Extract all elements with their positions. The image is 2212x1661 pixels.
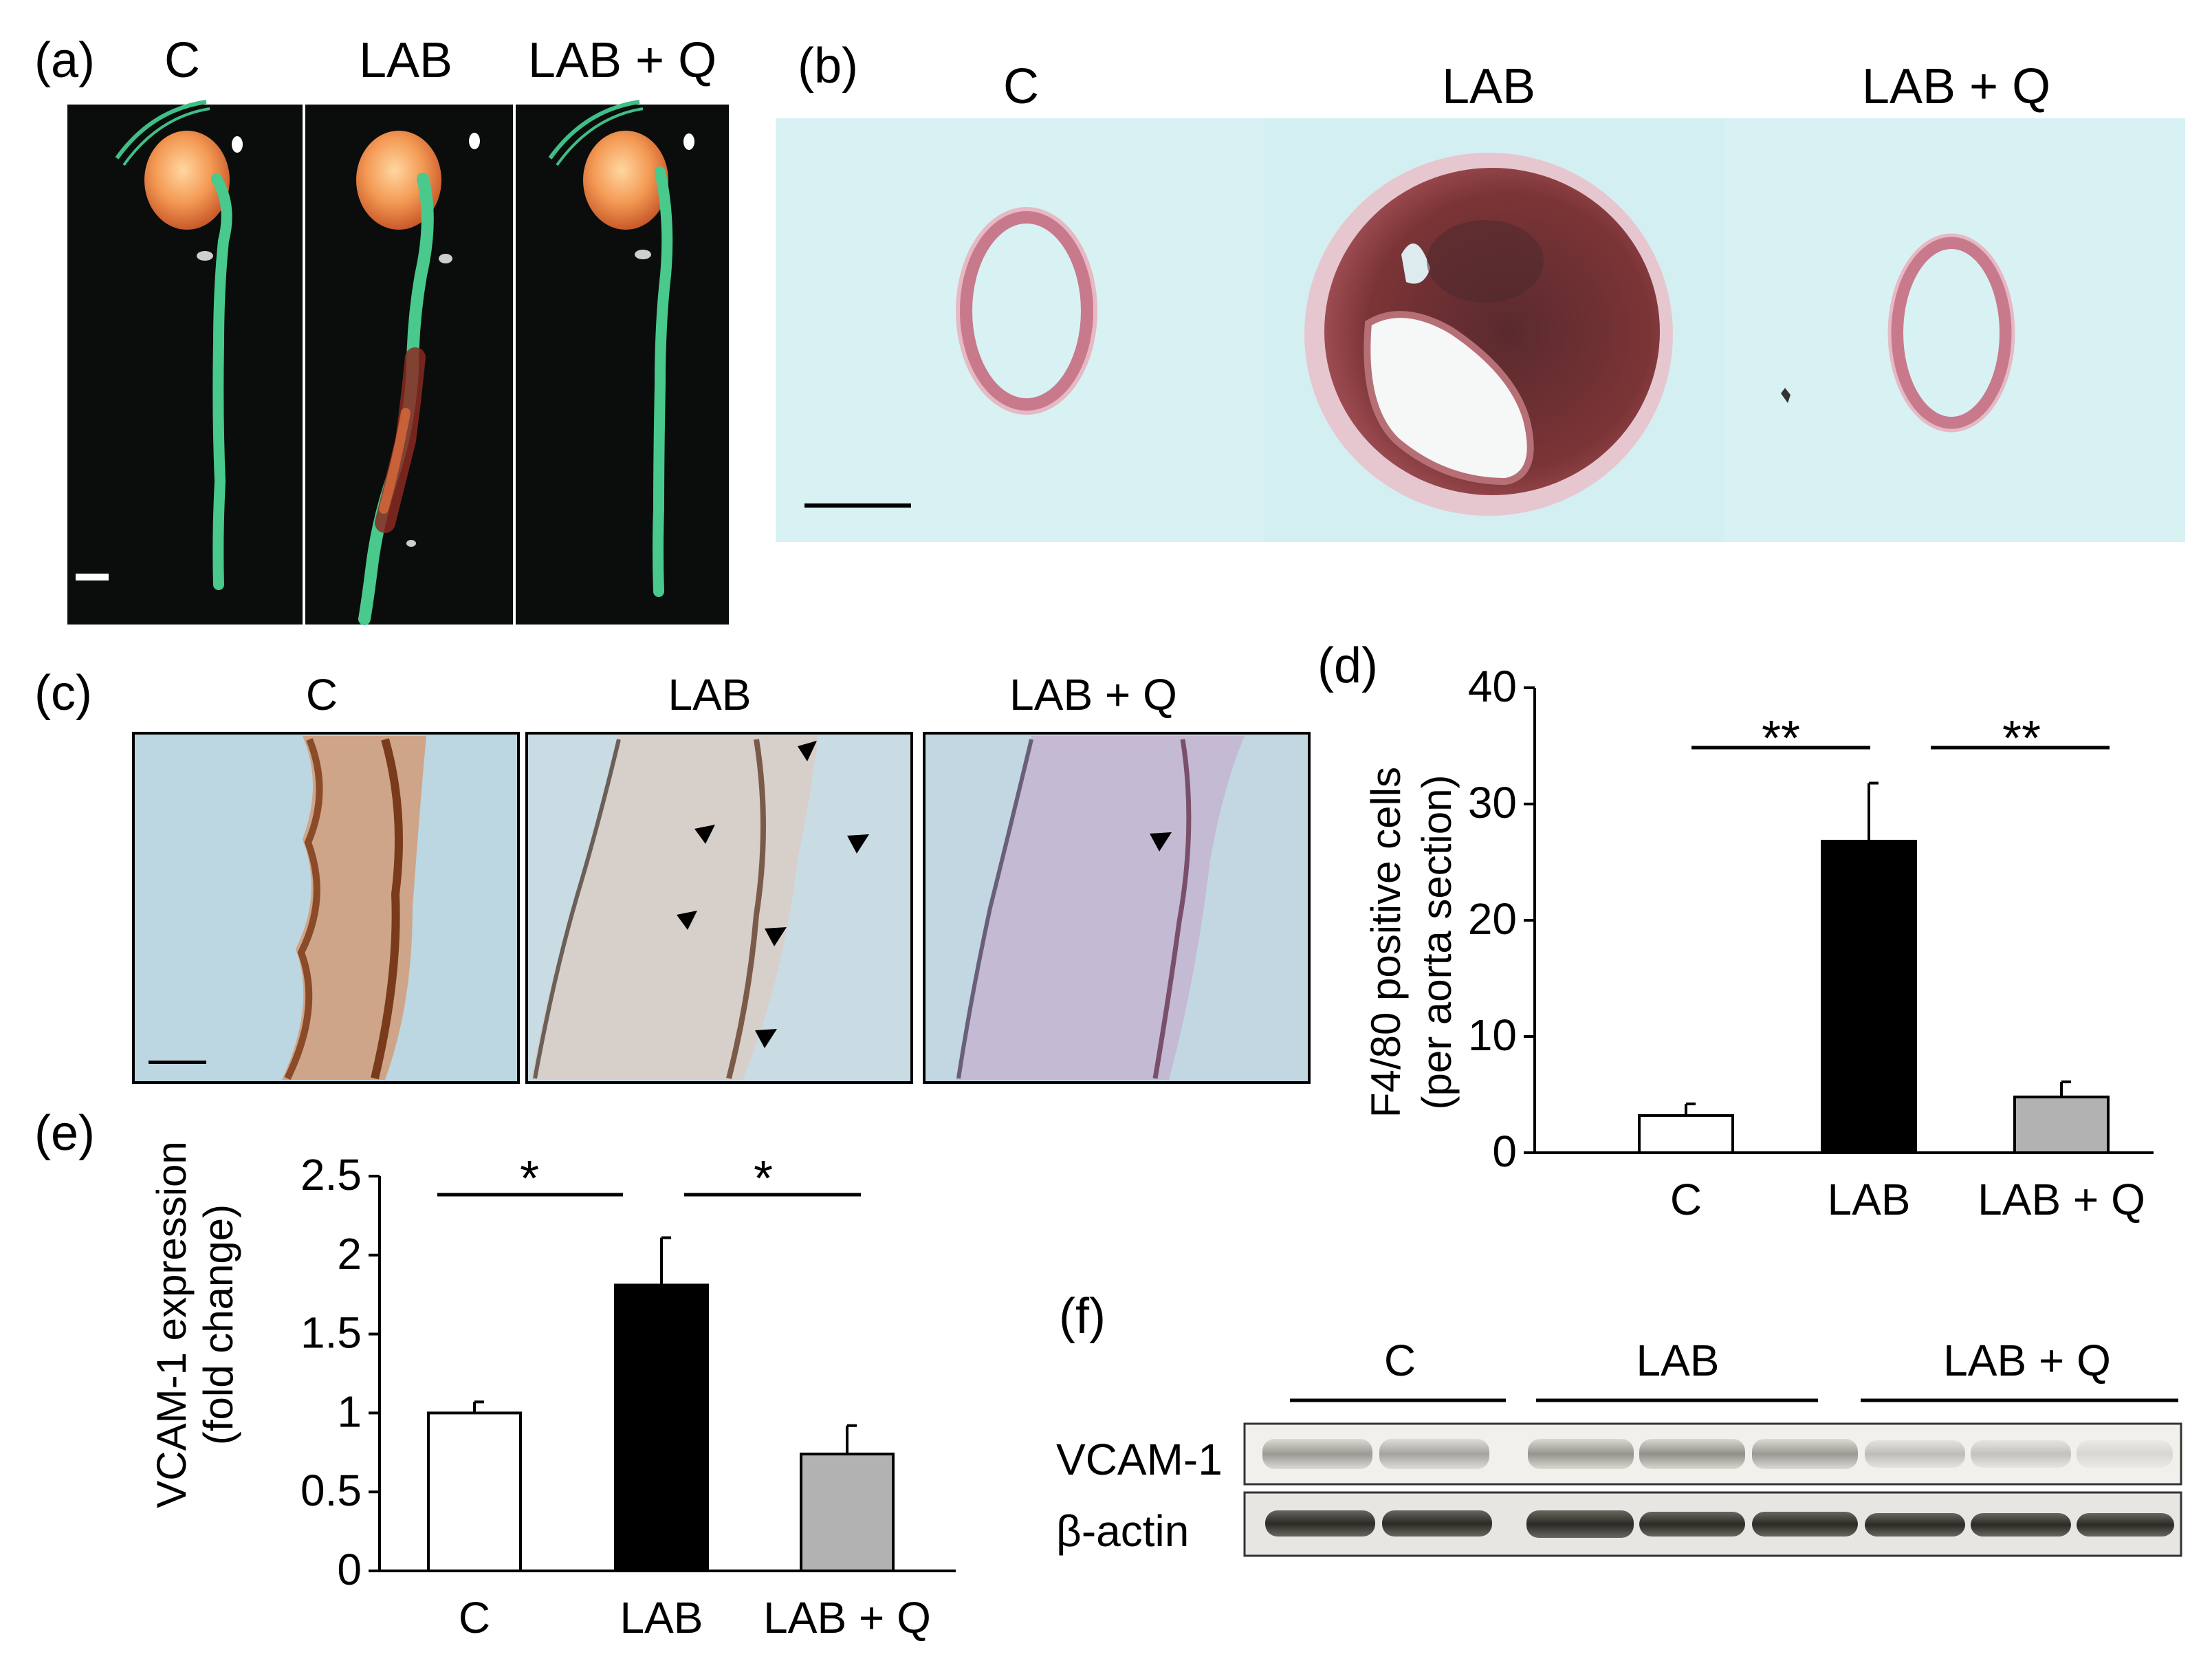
y-tick-label: 0.5 bbox=[300, 1466, 362, 1515]
heart-image bbox=[583, 131, 668, 230]
blot-group-label: C bbox=[1384, 1336, 1416, 1385]
heart-image bbox=[144, 131, 230, 230]
bar bbox=[427, 1411, 522, 1572]
panel-f: (f) C LAB LAB + Q VCAM-1 β-actin bbox=[1056, 1289, 2182, 1557]
blot-row-label: VCAM-1 bbox=[1056, 1435, 1223, 1484]
panel-b-label: (b) bbox=[798, 39, 858, 94]
arrowhead-marker bbox=[765, 927, 787, 946]
x-tick-label: LAB bbox=[1828, 1175, 1911, 1224]
western-blot-vcam1 bbox=[1243, 1422, 2182, 1486]
arrowhead-marker bbox=[798, 741, 817, 761]
significance-marker: ** bbox=[1762, 711, 1800, 766]
y-tick-label: 0 bbox=[1492, 1127, 1517, 1176]
ihc-image-lab bbox=[525, 732, 913, 1084]
aorta-vessel bbox=[211, 173, 232, 590]
panel-c-group-label: LAB bbox=[668, 670, 752, 719]
chart-d-ylabel: F4/80 positive cells bbox=[1363, 767, 1409, 1118]
aorta-photo-lab-q bbox=[516, 100, 729, 625]
western-blot-beta-actin bbox=[1243, 1491, 2182, 1557]
x-tick-label: C bbox=[459, 1593, 490, 1642]
y-tick-label: 20 bbox=[1468, 894, 1517, 944]
panel-f-label: (f) bbox=[1059, 1289, 1106, 1344]
arrowhead-marker bbox=[755, 1029, 777, 1048]
blot-group-label: LAB bbox=[1636, 1336, 1720, 1385]
panel-b-group-label: LAB bbox=[1442, 59, 1535, 114]
panel-c-group-label: C bbox=[306, 670, 338, 719]
arrowhead-marker bbox=[694, 825, 715, 844]
panel-c-label: (c) bbox=[34, 666, 92, 721]
y-tick-label: 0 bbox=[337, 1545, 362, 1594]
scale-bar bbox=[804, 503, 911, 508]
aorta-section bbox=[1890, 235, 2013, 431]
panel-a-label: (a) bbox=[34, 33, 95, 88]
x-tick-label: LAB + Q bbox=[763, 1593, 931, 1642]
aorta-section bbox=[957, 208, 1096, 413]
y-tick-label: 1 bbox=[337, 1387, 362, 1436]
panel-c: (c) C LAB LAB + Q bbox=[34, 666, 1311, 1084]
ihc-image-control bbox=[132, 732, 520, 1084]
y-tick-label: 2 bbox=[337, 1229, 362, 1279]
panel-c-group-label: LAB + Q bbox=[1009, 670, 1177, 719]
x-tick-label: LAB + Q bbox=[1978, 1175, 2145, 1224]
aorta-photo-lab bbox=[305, 105, 513, 625]
bar bbox=[614, 1283, 709, 1572]
panel-e: (e) VCAM-1 expression (fold change) 0 0.5… bbox=[34, 1106, 956, 1642]
ihc-image-lab-q bbox=[923, 732, 1311, 1084]
panel-d-label: (d) bbox=[1317, 638, 1378, 693]
y-tick-label: 2.5 bbox=[300, 1150, 362, 1199]
y-tick-label: 1.5 bbox=[300, 1308, 362, 1358]
aorta-vessel bbox=[653, 166, 673, 597]
aorta-photo-control bbox=[67, 100, 303, 625]
panel-a-group-label: LAB bbox=[359, 33, 452, 88]
chart-d-ylabel: (per aorta section) bbox=[1414, 775, 1460, 1110]
panel-b-group-label: LAB + Q bbox=[1862, 59, 2050, 114]
scale-bar bbox=[76, 574, 109, 580]
panel-a-group-label: LAB + Q bbox=[528, 33, 716, 88]
chart-d: 0 10 20 30 40 C LAB LAB + Q bbox=[1468, 662, 2154, 1224]
arrowhead-marker bbox=[677, 911, 697, 930]
bar bbox=[1821, 840, 1917, 1154]
panel-b-group-label: C bbox=[1003, 59, 1039, 114]
y-tick-label: 10 bbox=[1468, 1010, 1517, 1060]
scale-bar bbox=[149, 1061, 206, 1064]
bar bbox=[1638, 1114, 1734, 1155]
panel-b: (b) C LAB LAB + Q bbox=[776, 39, 2185, 542]
panel-a: (a) C LAB LAB + Q bbox=[34, 33, 729, 625]
significance-marker: ** bbox=[2002, 711, 2041, 766]
panel-a-group-label: C bbox=[164, 33, 200, 88]
significance-marker: * bbox=[754, 1151, 773, 1206]
chart-e-ylabel: VCAM-1 expression bbox=[149, 1141, 195, 1508]
panel-d: (d) F4/80 positive cells (per aorta sect… bbox=[1317, 638, 2154, 1224]
arrowhead-marker bbox=[1150, 832, 1172, 851]
heart-image bbox=[356, 131, 441, 230]
blot-row-label: β-actin bbox=[1056, 1506, 1189, 1556]
chart-e-ylabel: (fold change) bbox=[195, 1204, 241, 1445]
y-tick-label: 40 bbox=[1468, 662, 1517, 711]
bar bbox=[800, 1453, 895, 1572]
bar bbox=[2013, 1095, 2110, 1155]
x-tick-label: C bbox=[1670, 1175, 1702, 1224]
significance-marker: * bbox=[520, 1151, 539, 1206]
x-tick-label: LAB bbox=[620, 1593, 703, 1642]
y-tick-label: 30 bbox=[1468, 778, 1517, 827]
blot-group-label: LAB + Q bbox=[1943, 1336, 2111, 1385]
chart-e: 0 0.5 1 1.5 2 2.5 C LAB LAB + Q bbox=[300, 1150, 956, 1642]
arrowhead-marker bbox=[847, 834, 869, 854]
panel-e-label: (e) bbox=[34, 1106, 95, 1161]
